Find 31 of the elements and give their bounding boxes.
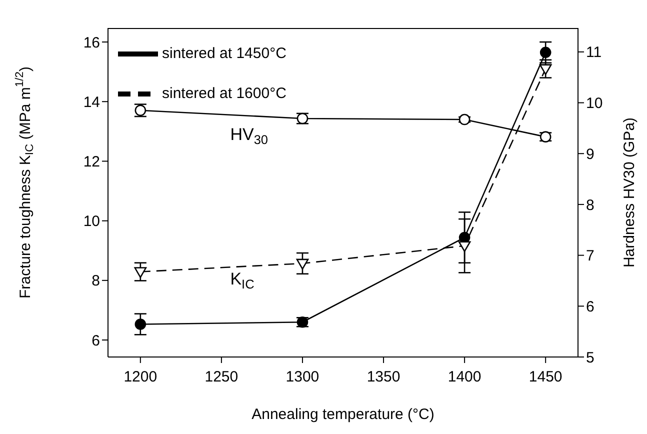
- point: [296, 258, 309, 270]
- y-tick-label: 6: [92, 332, 100, 350]
- legend-label: sintered at 1450°C: [162, 44, 286, 62]
- annotation: K$_{IC}$: [230, 270, 254, 292]
- y2-tick-label: 9: [586, 146, 594, 163]
- y-tick-label: 10: [83, 213, 100, 230]
- y-tick-label: 14: [83, 94, 100, 111]
- y2-tick-label: 10: [586, 95, 603, 112]
- y2-axis-title: Hardness HV30 (GPa): [621, 117, 638, 268]
- x-tick-label: 1450: [528, 368, 562, 386]
- y2-tick-label: 7: [586, 248, 594, 265]
- annotation: HV$_{30}$: [230, 124, 268, 147]
- y2-tick-label: 11: [586, 44, 602, 62]
- y-tick-label: 8: [92, 272, 100, 290]
- point: [458, 241, 471, 252]
- x-axis-title: Annealing temperature (°C): [252, 406, 434, 423]
- x-tick-label: 1400: [448, 368, 482, 386]
- y2-tick-label: 8: [586, 196, 594, 214]
- y2-tick-label: 5: [586, 349, 594, 366]
- x-tick-label: 1350: [366, 368, 400, 386]
- legend-label: sintered at 1600°C: [162, 84, 286, 102]
- point: [134, 267, 147, 278]
- y-tick-label: 12: [83, 154, 100, 171]
- point: [540, 46, 552, 58]
- x-tick-label: 1300: [286, 368, 320, 386]
- point: [458, 114, 470, 126]
- point: [134, 318, 146, 330]
- x-tick-label: 1250: [204, 368, 238, 386]
- x-tick-label: 1200: [124, 368, 158, 386]
- y-tick-label: 16: [83, 34, 100, 52]
- y2-tick-label: 6: [586, 298, 594, 316]
